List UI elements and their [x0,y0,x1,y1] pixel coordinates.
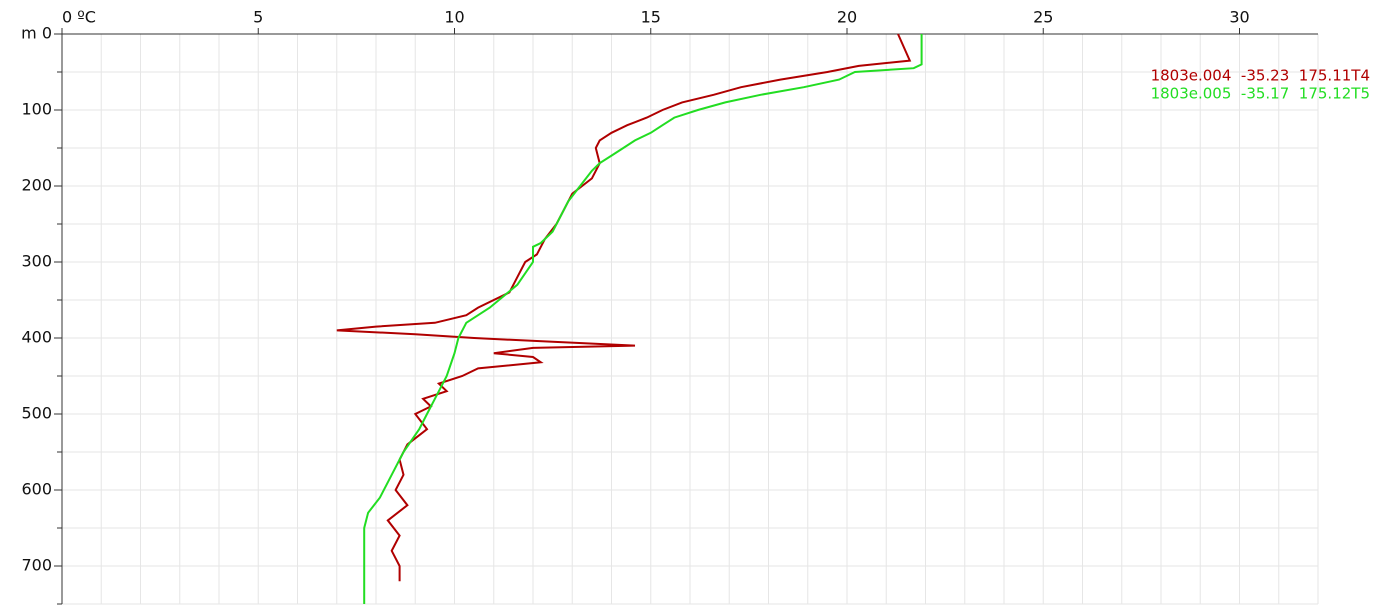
profile-line [336,33,912,582]
legend-entry: 1803e.004 -35.23 175.11T4 [1151,67,1370,85]
y-tick-label: m 0 [21,24,52,43]
y-tick-label: 600 [21,480,52,499]
legend-entry: 1803e.005 -35.17 175.12T5 [1151,85,1370,103]
y-tick-label: 700 [21,556,52,575]
x-tick-label: 5 [253,8,263,27]
y-tick-label: 100 [21,100,52,119]
x-tick-label: 0 ºC [62,8,96,27]
y-tick-label: 200 [21,176,52,195]
profile-line [363,34,923,604]
x-tick-label: 15 [641,8,661,27]
y-tick-label: 300 [21,252,52,271]
y-tick-label: 400 [21,328,52,347]
y-tick-label: 500 [21,404,52,423]
x-tick-label: 20 [837,8,857,27]
x-tick-label: 10 [444,8,464,27]
x-tick-label: 25 [1033,8,1053,27]
x-tick-label: 30 [1229,8,1249,27]
